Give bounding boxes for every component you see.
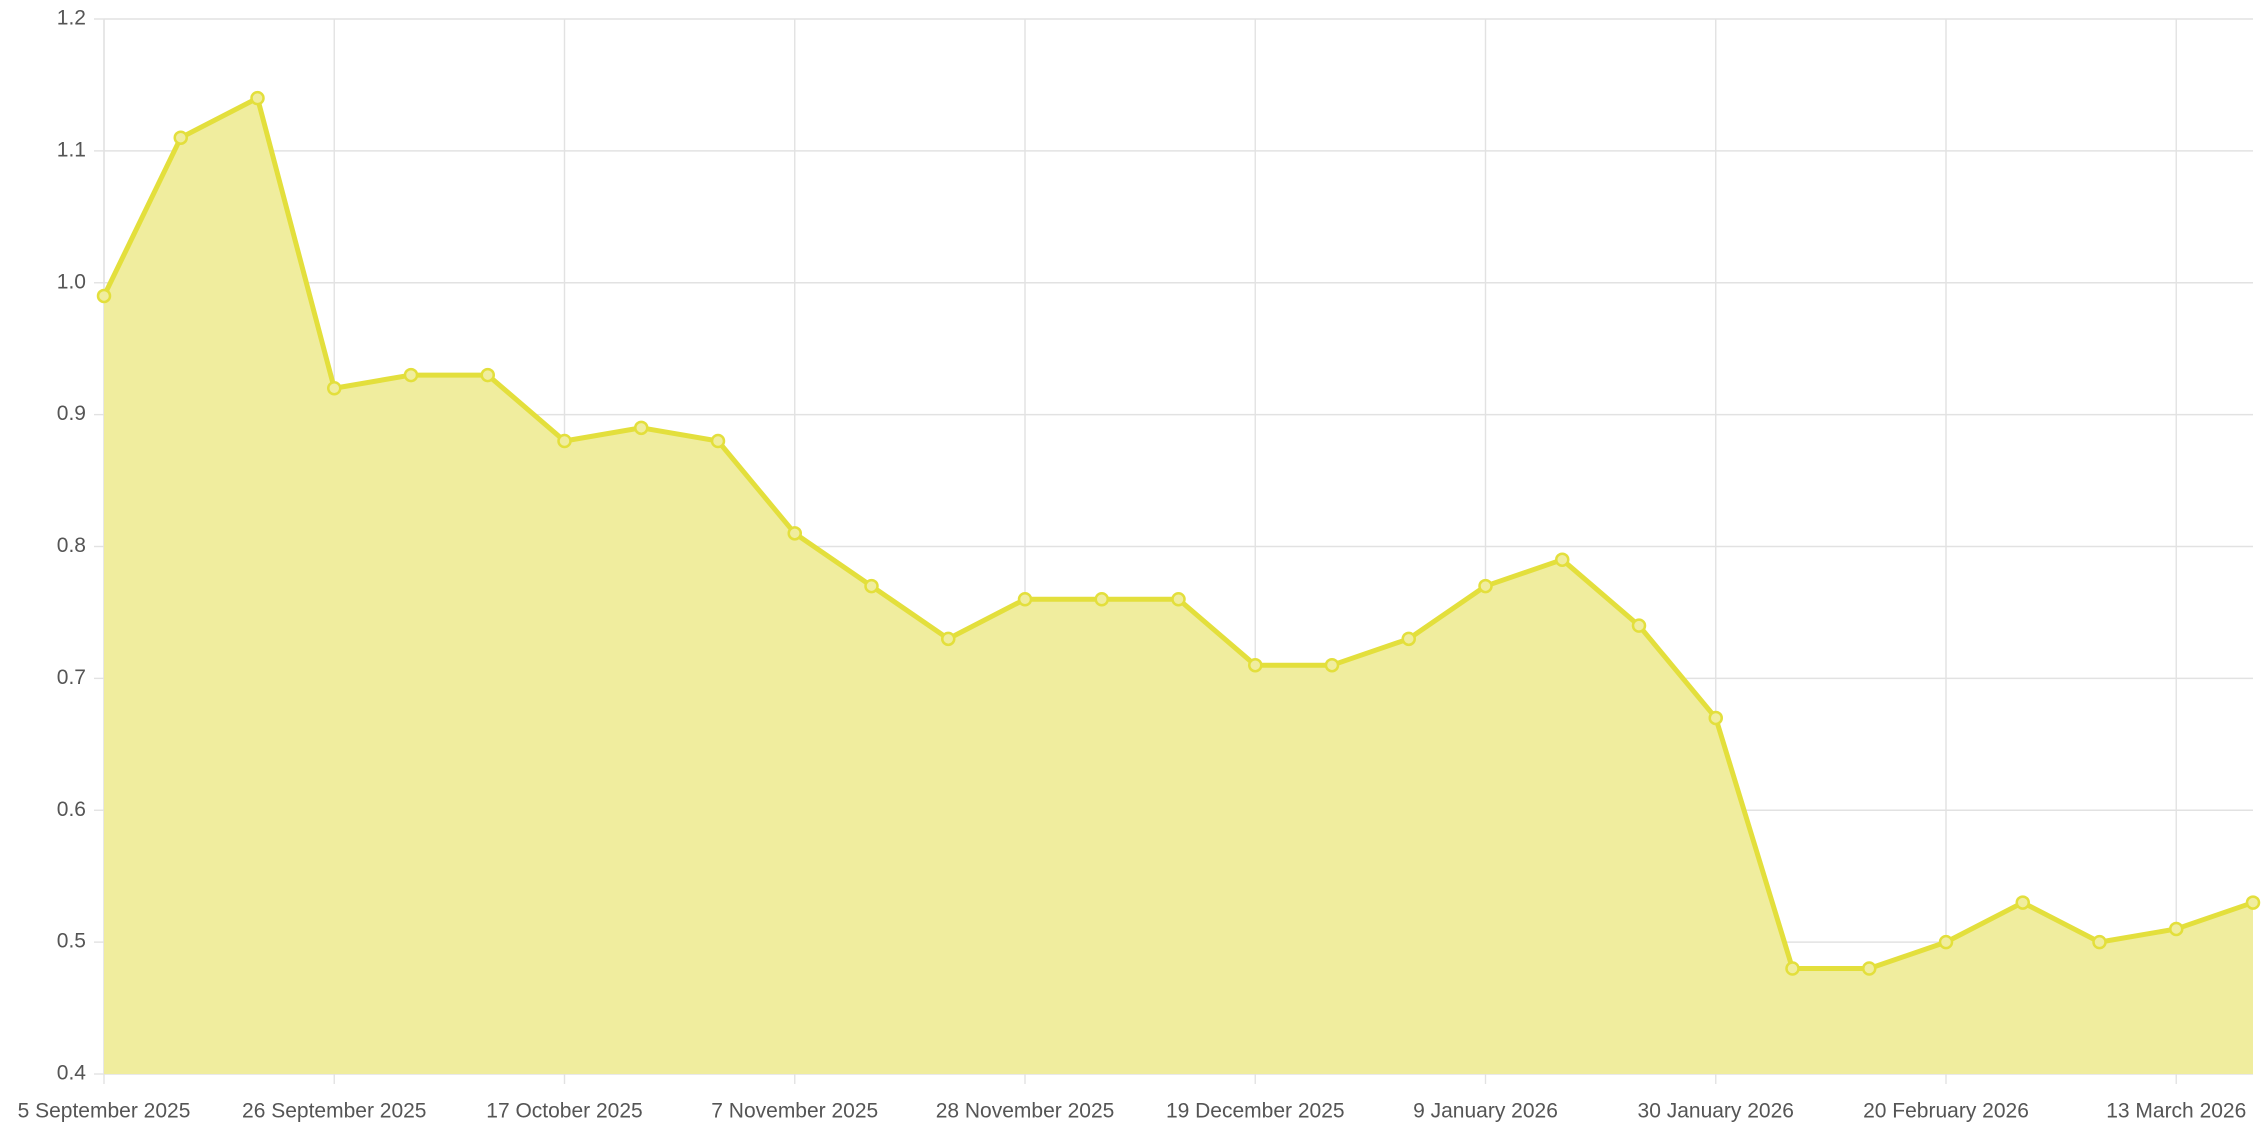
x-tick-label: 17 October 2025 — [486, 1100, 642, 1123]
y-tick-label: 1.2 — [57, 7, 86, 30]
x-tick-label: 28 November 2025 — [936, 1100, 1115, 1123]
point — [1017, 592, 1033, 607]
area — [104, 98, 2253, 1074]
x-tick-label: 13 March 2026 — [2106, 1100, 2246, 1123]
point — [2015, 895, 2030, 910]
point — [1862, 961, 1877, 976]
y-tick-label: 0.9 — [57, 402, 86, 425]
x-tick-label: 19 December 2025 — [1166, 1100, 1345, 1123]
point — [1555, 552, 1570, 567]
point — [403, 367, 419, 383]
point — [250, 90, 265, 106]
point — [96, 288, 112, 304]
y-tick-label: 0.8 — [57, 534, 86, 557]
y-tick-label: 0.5 — [57, 930, 86, 953]
x-tick-label: 26 September 2025 — [242, 1100, 426, 1123]
y-tick-label: 0.4 — [57, 1062, 87, 1085]
point — [2169, 921, 2184, 937]
y-tick-label: 0.7 — [57, 666, 86, 689]
y-tick-label: 1.1 — [57, 138, 86, 161]
point — [480, 367, 495, 383]
point — [2245, 895, 2261, 910]
point — [1785, 961, 1800, 976]
x-tick-label: 5 September 2025 — [18, 1100, 191, 1123]
point — [557, 433, 572, 449]
point — [1708, 710, 1723, 726]
point — [1094, 592, 1109, 607]
point — [327, 381, 342, 396]
point — [941, 631, 956, 647]
point — [787, 526, 802, 541]
point — [1324, 657, 1340, 673]
point — [1401, 631, 1416, 647]
y-tick-label: 1.0 — [57, 270, 86, 293]
point — [1631, 618, 1647, 633]
x-tick-label: 20 February 2026 — [1863, 1100, 2029, 1123]
y-tick-label: 0.6 — [57, 798, 86, 821]
point — [1478, 578, 1493, 594]
point — [173, 130, 188, 145]
point — [864, 578, 879, 594]
point — [634, 420, 649, 436]
point — [1938, 934, 1954, 950]
x-tick-label: 7 November 2025 — [711, 1100, 878, 1123]
point — [2092, 934, 2107, 950]
x-tick-label: 9 January 2026 — [1413, 1100, 1558, 1123]
point — [710, 433, 726, 449]
point — [1171, 592, 1186, 607]
point — [1248, 657, 1263, 673]
x-tick-label: 30 January 2026 — [1638, 1100, 1794, 1123]
